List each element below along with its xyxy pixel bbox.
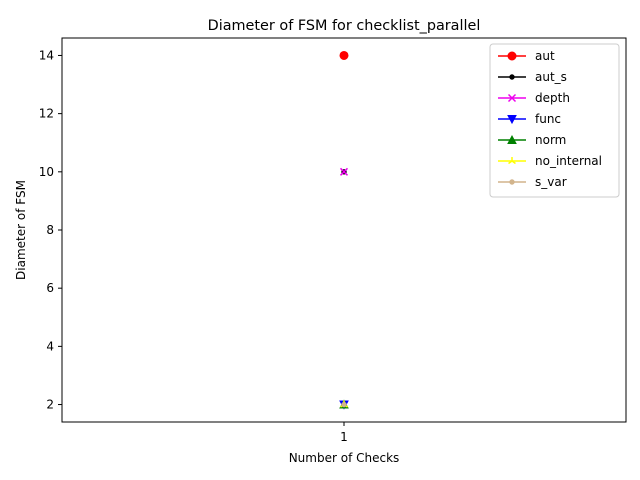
legend-label: no_internal: [535, 154, 602, 168]
legend-item-depth: depth: [498, 91, 570, 105]
y-axis: 2 4 6 8 10 12 14: [39, 48, 62, 412]
legend-marker: [509, 179, 515, 185]
x-axis: 1: [340, 422, 348, 444]
data-point-depth: [339, 167, 349, 176]
legend-item-aut_s: aut_s: [498, 70, 567, 84]
y-tick-label: 14: [39, 48, 54, 62]
chart-title: Diameter of FSM for checklist_parallel: [208, 18, 481, 34]
x-axis-label: Number of Checks: [289, 451, 400, 465]
y-tick-label: 12: [39, 107, 54, 121]
legend-marker: [507, 134, 517, 144]
legend-item-func: func: [498, 112, 561, 126]
legend-label: norm: [535, 133, 566, 147]
legend-box: [489, 43, 620, 198]
x-tick-label: 1: [340, 430, 348, 444]
legend-marker: [509, 74, 515, 80]
y-tick-label: 10: [39, 165, 54, 179]
legend-marker: [508, 157, 516, 165]
legend-item-norm: norm: [498, 133, 566, 147]
y-tick-label: 8: [46, 223, 54, 237]
legend-label: func: [535, 112, 561, 126]
legend-label: aut: [535, 49, 555, 63]
legend-item-no_internal: no_internal: [498, 154, 602, 168]
legend-marker: [507, 115, 517, 125]
legend-marker: [507, 93, 517, 103]
y-tick-label: 6: [46, 281, 54, 295]
y-tick-label: 4: [46, 339, 54, 353]
legend-item-s_var: s_var: [498, 175, 567, 189]
legend-label: aut_s: [535, 70, 567, 84]
data-point-s_var: [341, 401, 347, 408]
legend-label: s_var: [535, 175, 567, 189]
y-tick-label: 2: [46, 398, 54, 412]
data-point-aut: [339, 50, 349, 60]
plot-area: [339, 50, 349, 410]
legend-label: depth: [535, 91, 570, 105]
legend-marker: [507, 51, 517, 61]
y-axis-label: Diameter of FSM: [14, 180, 28, 280]
legend-item-aut: aut: [498, 49, 555, 63]
